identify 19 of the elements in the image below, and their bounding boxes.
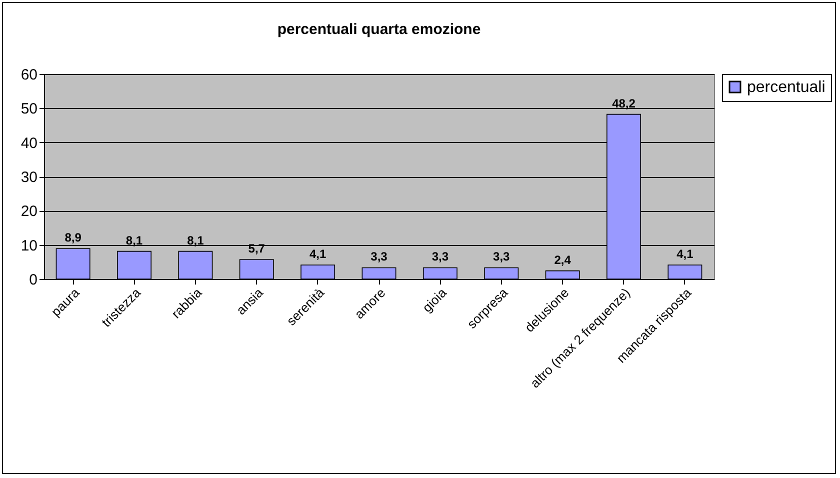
data-label: 3,3 <box>370 250 388 264</box>
y-tick-label: 20 <box>20 203 38 220</box>
y-tick-label: 40 <box>20 134 38 152</box>
y-tick-label: 0 <box>29 272 38 288</box>
y-tick-label: 10 <box>20 237 38 254</box>
chart-title: percentuali quarta emozione <box>277 21 481 38</box>
data-label: 48,2 <box>612 96 636 110</box>
data-label: 3,3 <box>493 250 510 264</box>
data-label: 8,1 <box>126 233 143 248</box>
y-tick-label: 30 <box>20 169 38 186</box>
legend-label: percentuali <box>747 79 826 96</box>
data-label: 2,4 <box>554 252 572 267</box>
data-label: 4,1 <box>309 246 326 261</box>
data-label: 4,1 <box>676 246 694 261</box>
data-label: 8,1 <box>187 233 204 248</box>
y-tick-label: 50 <box>20 100 38 118</box>
data-label: 8,9 <box>64 230 82 245</box>
y-tick-label: 60 <box>20 66 38 84</box>
data-label: 3,3 <box>432 250 449 264</box>
